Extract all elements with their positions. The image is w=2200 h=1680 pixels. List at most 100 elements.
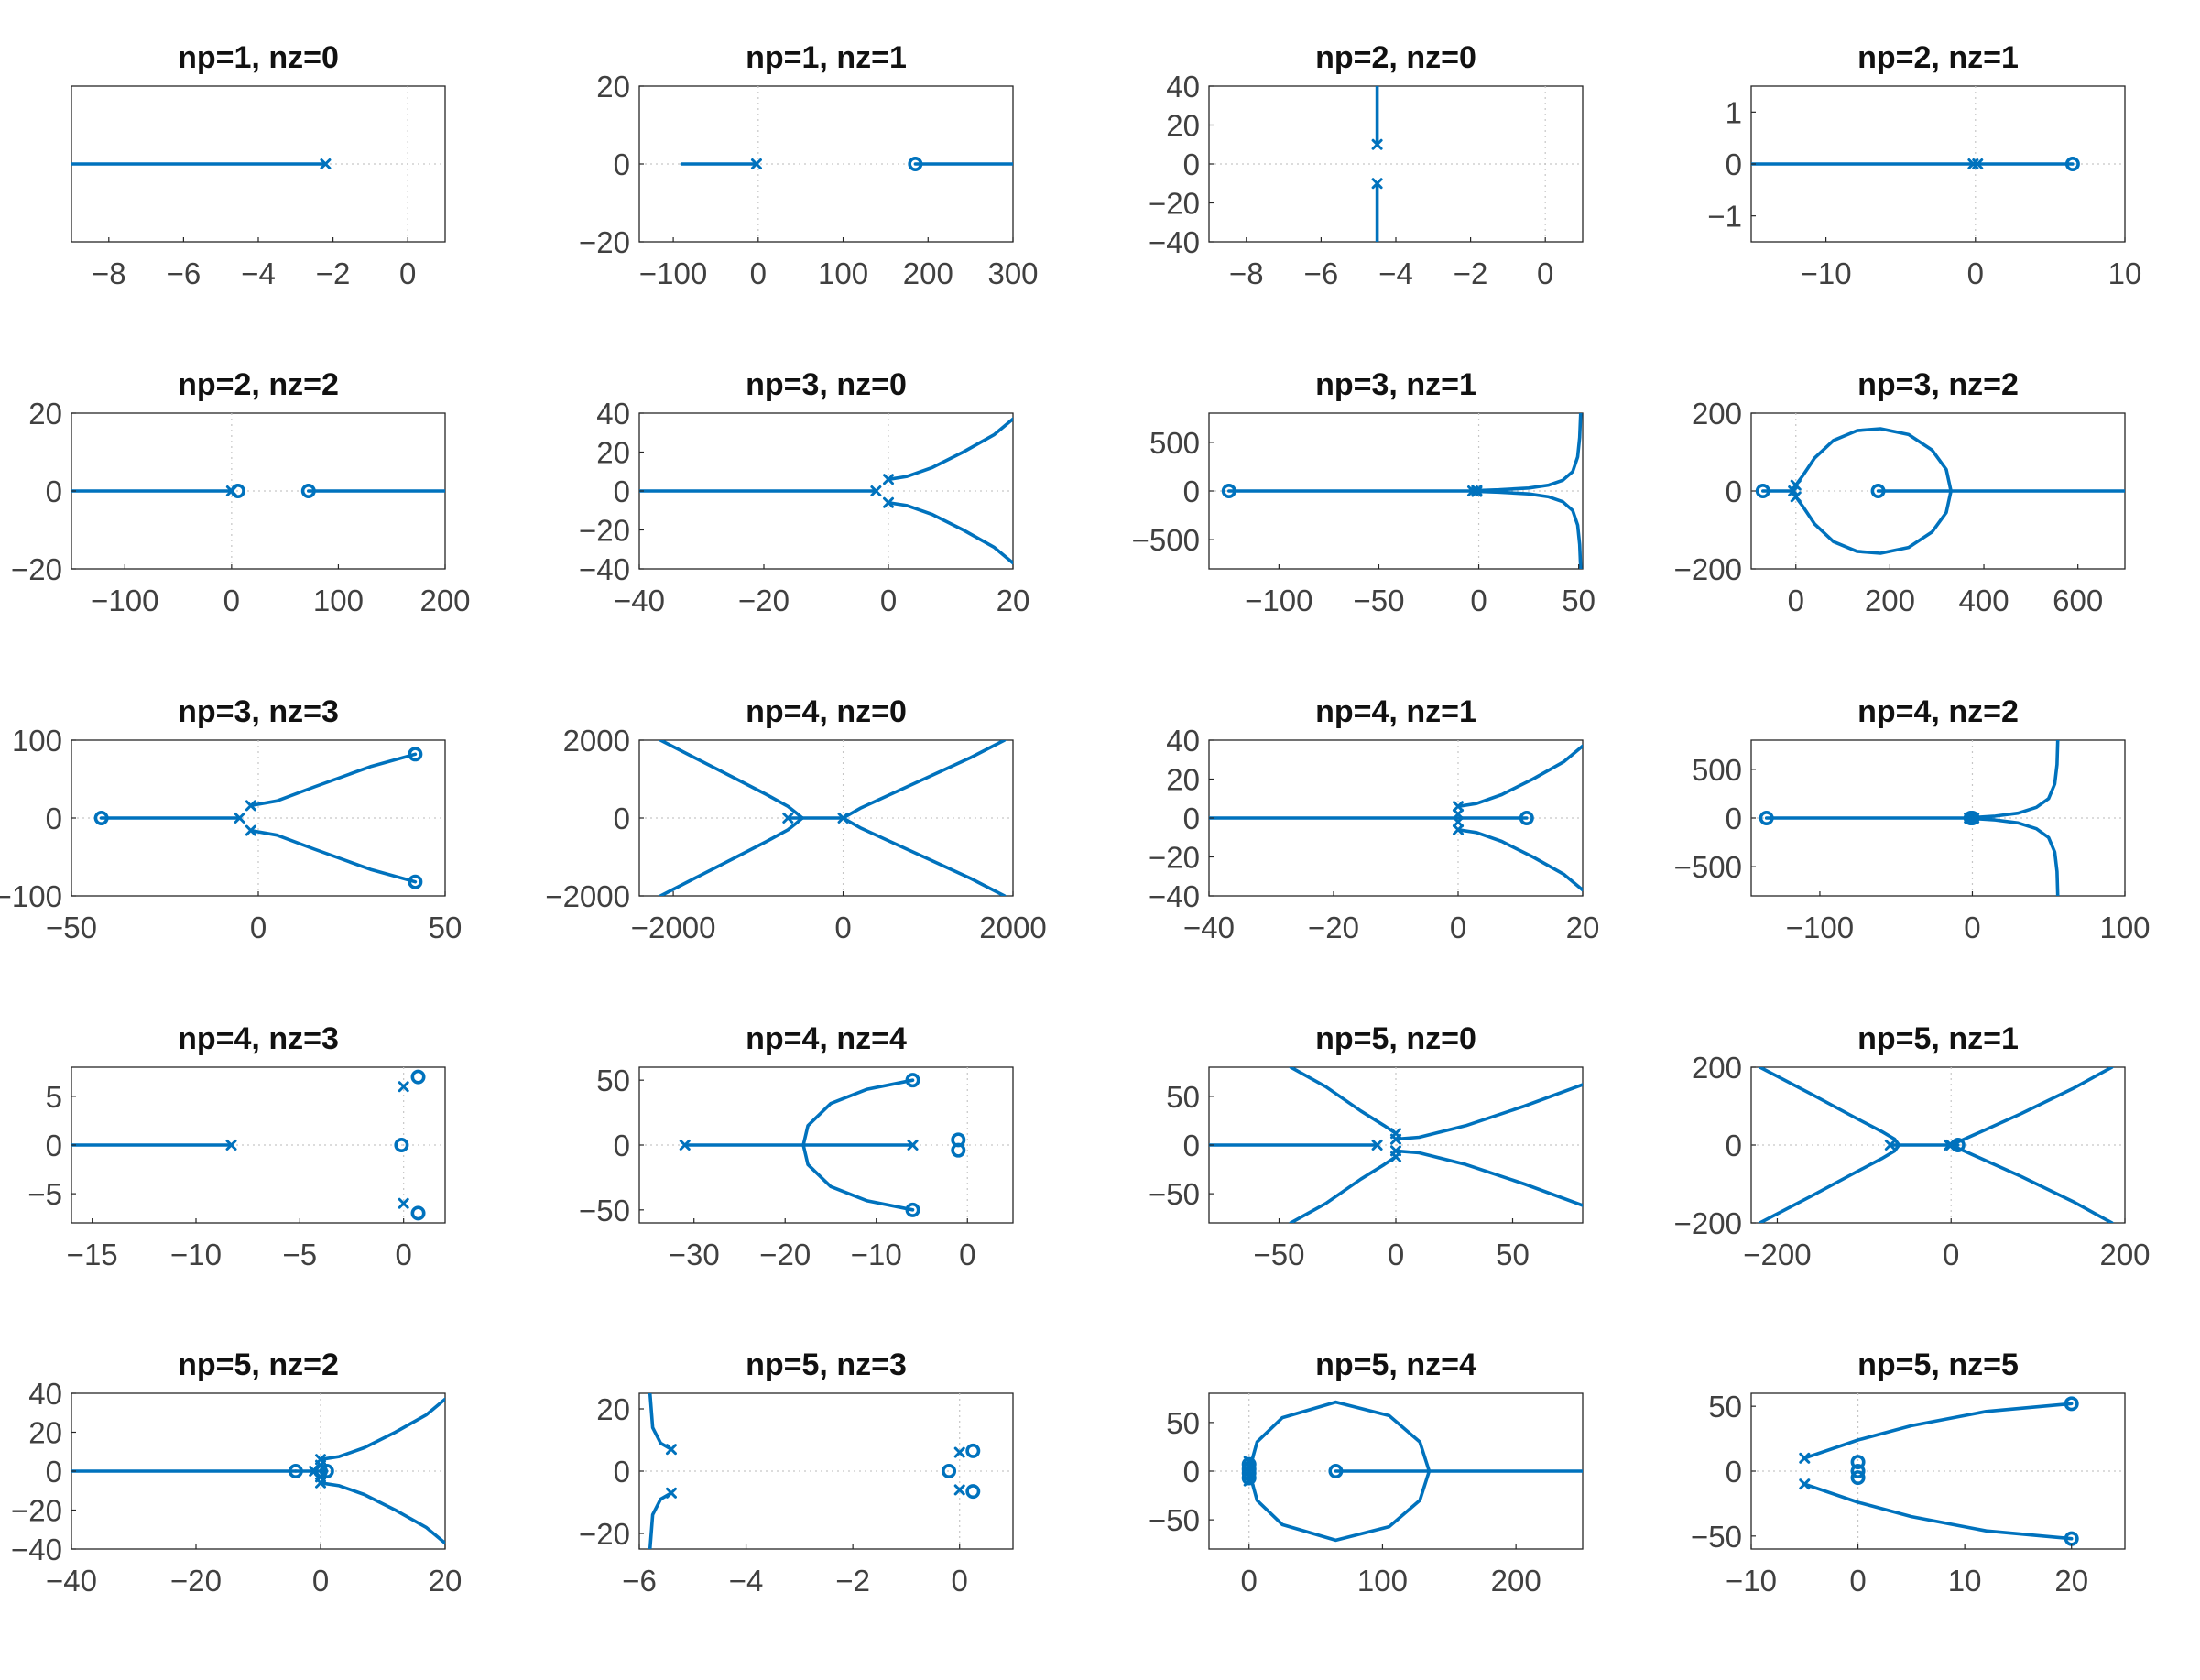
plot-area xyxy=(71,1397,445,1545)
zero-marker xyxy=(1221,483,1236,498)
subplot-16: −200 0 200 −200 0 200 np=5, nz=1 xyxy=(1674,1021,2151,1271)
zero-marker xyxy=(2064,157,2080,172)
zero-marker xyxy=(408,747,423,762)
pole-marker xyxy=(953,1484,965,1496)
locus-branch xyxy=(659,816,804,896)
zero-marker xyxy=(1241,1470,1257,1486)
x-tick-label: −200 xyxy=(1743,1238,1811,1271)
pole-marker xyxy=(883,496,894,508)
subplot-title: np=4, nz=0 xyxy=(746,694,907,729)
locus-branch xyxy=(801,1078,915,1147)
x-tick-label: 0 xyxy=(250,911,267,944)
pole-marker xyxy=(1799,1452,1811,1464)
subplot-17: −40 −20 0 20 −40 −20 0 20 40 np=5, nz=2 xyxy=(11,1347,462,1598)
plot-area xyxy=(1371,86,1383,242)
zero-marker xyxy=(1519,810,1534,825)
y-tick-label: 40 xyxy=(1166,724,1200,758)
locus-branch xyxy=(1289,1155,1398,1223)
x-tick-label: 50 xyxy=(1562,584,1596,617)
y-tick-label: 200 xyxy=(1692,397,1742,431)
subplot-title: np=5, nz=2 xyxy=(178,1347,339,1382)
zero-marker xyxy=(230,483,245,498)
zero-marker xyxy=(288,1464,303,1479)
subplot-14: −30 −20 −10 0 −50 0 50 np=4, nz=4 xyxy=(579,1021,1014,1271)
x-tick-label: −5 xyxy=(283,1238,318,1271)
locus-branch xyxy=(648,1393,673,1451)
locus-branch xyxy=(1970,740,2060,820)
x-tick-label: 0 xyxy=(1967,256,1984,290)
subplot-20: −10 0 10 20 −50 0 50 np=5, nz=5 xyxy=(1691,1347,2126,1598)
x-tick-label: 0 xyxy=(1849,1564,1866,1598)
pole-marker xyxy=(665,1487,677,1499)
y-tick-label: −40 xyxy=(1149,225,1200,259)
zero-marker xyxy=(93,810,109,825)
locus-branch xyxy=(1794,427,1953,493)
subplot-title: np=2, nz=2 xyxy=(178,367,339,402)
y-tick-label: −500 xyxy=(1674,850,1742,884)
locus-branch xyxy=(249,828,418,884)
x-tick-label: −2 xyxy=(835,1564,870,1598)
subplot-2: −100 0 100 200 300 −20 0 20 np=1, nz=1 xyxy=(579,40,1039,290)
x-tick-label: 0 xyxy=(834,911,851,944)
y-tick-label: −20 xyxy=(579,1517,630,1551)
y-tick-label: 0 xyxy=(1726,475,1742,508)
plot-area xyxy=(680,157,1013,172)
y-tick-label: −40 xyxy=(579,552,630,586)
y-tick-label: 0 xyxy=(1183,475,1200,508)
plot-area xyxy=(679,1073,966,1217)
x-tick-label: −100 xyxy=(91,584,158,617)
subplot-title: np=5, nz=5 xyxy=(1857,1347,2019,1382)
x-tick-label: 0 xyxy=(952,1564,968,1598)
locus-branch xyxy=(887,417,1013,482)
y-tick-label: 20 xyxy=(1166,109,1200,143)
y-tick-label: 0 xyxy=(1726,1455,1742,1489)
y-tick-label: −20 xyxy=(11,1494,62,1528)
pole-marker xyxy=(679,1140,691,1151)
locus-branch xyxy=(1970,816,2060,896)
pole-marker xyxy=(320,158,332,169)
y-tick-label: 500 xyxy=(1149,426,1200,460)
locus-branch xyxy=(1394,1149,1583,1207)
y-tick-label: −1 xyxy=(1707,200,1742,234)
y-tick-label: 0 xyxy=(46,802,62,835)
locus-branch xyxy=(1456,744,1583,809)
pole-marker xyxy=(1788,485,1800,496)
y-tick-label: 0 xyxy=(614,802,630,835)
x-tick-label: 300 xyxy=(987,256,1038,290)
plot-area xyxy=(1799,1396,2079,1546)
y-tick-label: 0 xyxy=(614,147,630,181)
plot-area xyxy=(71,483,445,498)
y-tick-label: 20 xyxy=(596,1392,630,1426)
plot-area xyxy=(639,417,1013,565)
x-tick-label: 0 xyxy=(1388,1238,1404,1271)
pole-marker xyxy=(1790,479,1802,491)
y-tick-label: −200 xyxy=(1674,1206,1742,1240)
pole-marker xyxy=(1390,1133,1401,1145)
x-tick-label: −50 xyxy=(1353,584,1404,617)
pole-marker xyxy=(750,158,762,169)
subplot-title: np=3, nz=0 xyxy=(746,367,907,402)
subplot-6: −40 −20 0 20 −40 −20 0 20 40 np=3, nz=0 xyxy=(579,367,1029,617)
zero-marker xyxy=(1870,483,1886,498)
locus-branch xyxy=(1289,1067,1398,1136)
pole-marker xyxy=(1471,485,1483,497)
x-tick-label: 400 xyxy=(1959,584,2009,617)
zero-marker xyxy=(1328,1464,1344,1479)
y-tick-label: 0 xyxy=(614,475,630,508)
subplot-19: 0 100 200 −50 0 50 np=5, nz=4 xyxy=(1149,1347,1584,1598)
y-tick-label: 20 xyxy=(1166,763,1200,797)
zero-marker xyxy=(2064,1531,2079,1546)
zero-marker xyxy=(1241,1466,1257,1481)
y-tick-label: −20 xyxy=(1149,187,1200,221)
y-tick-label: −50 xyxy=(579,1194,630,1227)
locus-branch xyxy=(1949,1067,2114,1147)
x-tick-label: −6 xyxy=(622,1564,657,1598)
y-tick-label: 0 xyxy=(1183,1455,1200,1489)
pole-marker xyxy=(665,1444,677,1456)
zero-marker xyxy=(1755,483,1770,498)
pole-marker xyxy=(1453,808,1464,820)
pole-marker xyxy=(782,813,794,824)
y-tick-label: 0 xyxy=(46,1129,62,1162)
x-tick-label: 0 xyxy=(1241,1564,1258,1598)
